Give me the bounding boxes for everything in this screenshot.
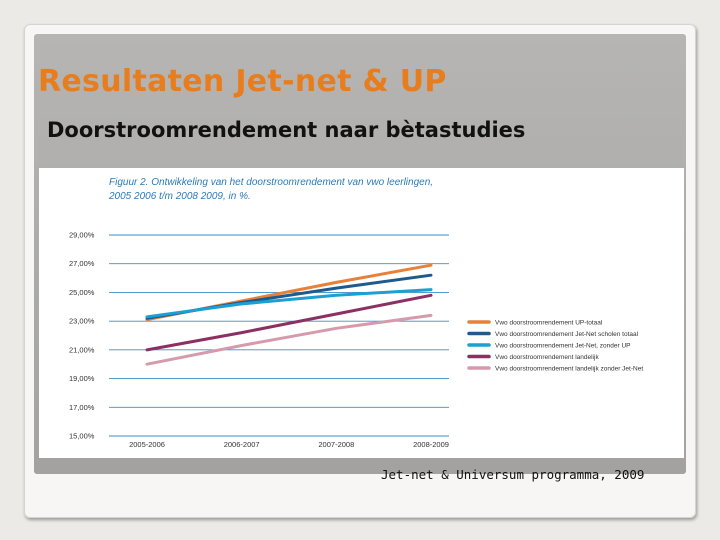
y-tick-label: 15,00% — [69, 432, 95, 441]
y-tick-label: 17,00% — [69, 403, 95, 412]
legend-label: Vwo doorstroomrendement landelijk — [495, 354, 599, 361]
y-tick-label: 27,00% — [69, 259, 95, 268]
series-line-3 — [145, 288, 433, 319]
legend-label: Vwo doorstroomrendement landelijk zonder… — [495, 365, 643, 372]
x-tick-label: 2007-2008 — [318, 440, 354, 449]
y-tick-label: 19,00% — [69, 374, 95, 383]
slide-title: Resultaten Jet-net & UP — [38, 64, 447, 99]
legend: Vwo doorstroomrendement UP-totaal Vwo doo… — [467, 319, 643, 372]
legend-label: Vwo doorstroomrendement Jet-Net scholen … — [495, 331, 639, 338]
x-axis-ticks: 2005-2006 2006-2007 2007-2008 2008-2009 — [129, 440, 449, 449]
slide-subtitle: Doorstroomrendement naar bètastudies — [47, 118, 526, 142]
series-line-4 — [145, 293, 433, 352]
x-tick-label: 2006-2007 — [224, 440, 260, 449]
chart-title-line-2: 2005 2006 t/m 2008 2009, in %. — [108, 191, 251, 202]
slide-footer: Jet-net & Universum programma, 2009 — [381, 467, 645, 482]
chart-panel: Figuur 2. Ontwikkeling van het doorstroo… — [39, 168, 684, 458]
series-line-5 — [145, 313, 433, 366]
legend-label: Vwo doorstroomrendement UP-totaal — [495, 319, 603, 326]
legend-label: Vwo doorstroomrendement Jet-Net, zonder … — [495, 342, 630, 349]
y-tick-label: 23,00% — [69, 317, 95, 326]
y-tick-label: 29,00% — [69, 231, 95, 240]
y-axis-ticks: 15,00% 17,00% 19,00% 21,00% 23,00% 25,00% 27,0… — [69, 231, 95, 441]
y-tick-label: 25,00% — [69, 288, 95, 297]
chart-title-line-1: Figuur 2. Ontwikkeling van het doorstroo… — [109, 177, 433, 188]
x-tick-label: 2008-2009 — [413, 440, 449, 449]
x-tick-label: 2005-2006 — [129, 440, 165, 449]
gridlines — [109, 234, 449, 437]
series-lines — [145, 263, 433, 366]
line-chart: Figuur 2. Ontwikkeling van het doorstroo… — [69, 177, 643, 449]
y-tick-label: 21,00% — [69, 345, 95, 354]
